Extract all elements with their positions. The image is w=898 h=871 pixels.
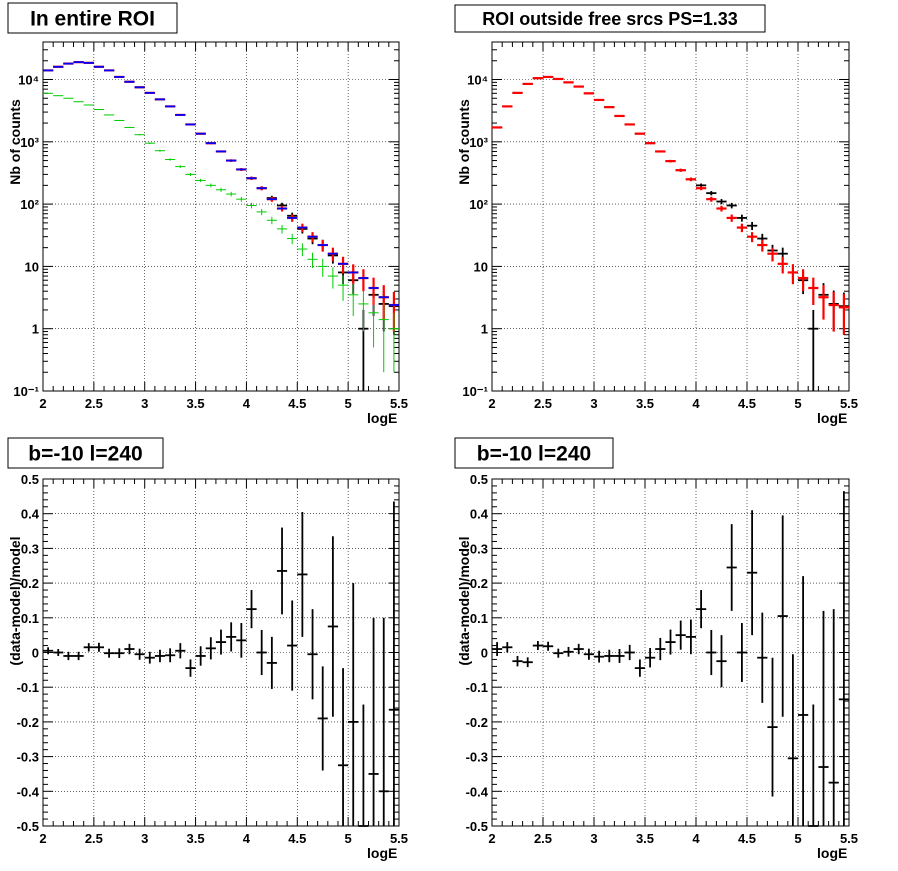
y-tick-label: 10⁻¹ <box>13 384 39 399</box>
x-tick-label: 5.5 <box>840 396 858 411</box>
x-tick-label: 4 <box>692 396 700 411</box>
x-tick-label: 4 <box>692 831 700 846</box>
y-tick-label: 0.1 <box>470 611 488 626</box>
y-tick-label: 1 <box>32 322 39 337</box>
y-axis-label: Nb of counts <box>7 99 23 185</box>
x-tick-label: 4 <box>243 831 251 846</box>
x-tick-label: 5 <box>345 396 352 411</box>
x-tick-label: 5 <box>794 396 801 411</box>
x-tick-label: 2.5 <box>534 831 552 846</box>
y-tick-label: 10² <box>469 197 488 212</box>
chart-title: ROI outside free srcs PS=1.33 <box>482 9 738 29</box>
y-axis-label: Nb of counts <box>456 99 472 185</box>
chart-panel-4: 2 2.5 3 3.5 4 4.5 5 5.5 -0.5 -0.4 -0.3 -0.2 -0.1 0 0.1… <box>454 437 858 861</box>
plot-frame <box>491 41 850 392</box>
y-axis-label: (data-model)/model <box>456 536 472 665</box>
y-tick-label: -0.3 <box>466 750 488 765</box>
y-tick-label: 0 <box>32 646 39 661</box>
x-tick-label: 2 <box>488 396 495 411</box>
y-tick-label: 10 <box>25 259 39 274</box>
y-tick-label: 10³ <box>20 135 39 150</box>
x-tick-label: 3.5 <box>636 396 654 411</box>
x-tick-label: 4 <box>243 396 251 411</box>
y-tick-label: -0.1 <box>466 680 488 695</box>
x-tick-label: 5.5 <box>390 396 408 411</box>
y-tick-label: 0.5 <box>470 472 488 487</box>
y-axis-label: (data-model)/model <box>7 536 23 665</box>
y-tick-label: 10⁻¹ <box>462 384 488 399</box>
y-tick-label: 10² <box>20 197 39 212</box>
x-tick-label: 4.5 <box>738 831 756 846</box>
title-box <box>7 437 164 469</box>
chart-title: b=-10 l=240 <box>477 443 591 466</box>
x-tick-label: 4.5 <box>738 396 756 411</box>
chart-panel-3: 2 2.5 3 3.5 4 4.5 5 5.5 -0.5 -0.4 -0.3 -0.2 -0.1 0 0.1… <box>7 437 408 861</box>
x-axis-label: logE <box>367 410 397 426</box>
y-tick-label: 0.5 <box>21 472 39 487</box>
chart-panel-2: 2 2.5 3 3.5 4 4.5 5 5.5 10⁻¹ 1 10 10² 10³ 10⁴ ROI outs… <box>454 4 858 426</box>
title-box <box>454 437 614 469</box>
plot-frame <box>42 41 400 392</box>
x-tick-label: 3 <box>590 831 597 846</box>
y-tick-label: 10⁴ <box>467 73 488 88</box>
y-tick-label: -0.5 <box>17 819 39 834</box>
y-tick-label: 10⁴ <box>18 73 39 88</box>
chart-title: b=-10 l=240 <box>28 443 142 466</box>
x-tick-label: 2.5 <box>85 396 103 411</box>
y-tick-label: -0.4 <box>466 784 489 799</box>
x-tick-label: 2 <box>39 396 46 411</box>
y-tick-label: 0.4 <box>470 507 489 522</box>
y-tick-label: 1 <box>481 322 488 337</box>
y-tick-label: 0 <box>481 646 488 661</box>
y-tick-label: 0.1 <box>21 611 39 626</box>
data-series <box>43 501 399 827</box>
x-tick-label: 4.5 <box>288 831 306 846</box>
x-tick-label: 5.5 <box>390 831 408 846</box>
y-tick-label: 0.3 <box>21 541 39 556</box>
x-tick-label: 3 <box>141 396 148 411</box>
y-tick-label: 0.2 <box>470 576 488 591</box>
data-series <box>43 61 399 306</box>
x-tick-label: 3.5 <box>636 831 654 846</box>
y-tick-label: -0.4 <box>17 784 40 799</box>
y-tick-label: 0.2 <box>21 576 39 591</box>
title-box <box>7 2 178 34</box>
data-series <box>492 75 849 335</box>
y-tick-label: 0.4 <box>21 507 40 522</box>
y-tick-label: -0.1 <box>17 680 39 695</box>
y-tick-label: -0.2 <box>466 715 488 730</box>
x-tick-label: 3.5 <box>187 831 205 846</box>
x-tick-label: 4.5 <box>288 396 306 411</box>
y-tick-label: -0.2 <box>17 715 39 730</box>
x-tick-label: 2.5 <box>85 831 103 846</box>
chart-panel-1: 2 2.5 3 3.5 4 4.5 5 5.5 10⁻¹ 1 10 10² 10³ 10⁴ In entir… <box>7 2 408 426</box>
x-tick-label: 5.5 <box>840 831 858 846</box>
y-tick-label: -0.5 <box>466 819 488 834</box>
x-tick-label: 2.5 <box>534 396 552 411</box>
y-tick-label: 0.3 <box>470 541 488 556</box>
data-series <box>492 491 849 827</box>
x-tick-label: 3 <box>141 831 148 846</box>
x-tick-label: 5 <box>794 831 801 846</box>
x-tick-label: 2 <box>488 831 495 846</box>
x-axis-label: logE <box>367 845 397 861</box>
x-tick-label: 5 <box>345 831 352 846</box>
x-tick-label: 3.5 <box>187 396 205 411</box>
chart-title: In entire ROI <box>30 8 155 31</box>
y-tick-label: -0.3 <box>17 750 39 765</box>
title-box <box>454 4 766 33</box>
data-series <box>43 92 399 373</box>
x-tick-label: 3 <box>590 396 597 411</box>
x-axis-label: logE <box>817 845 847 861</box>
x-tick-label: 2 <box>39 831 46 846</box>
y-tick-label: 10 <box>474 259 488 274</box>
y-tick-label: 10³ <box>469 135 488 150</box>
x-axis-label: logE <box>817 410 847 426</box>
